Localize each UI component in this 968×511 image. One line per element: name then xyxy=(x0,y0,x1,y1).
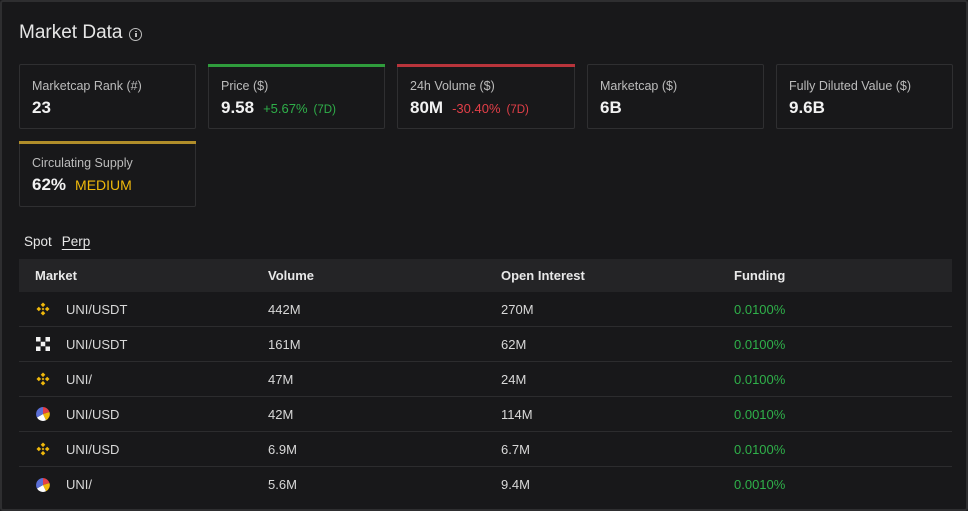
table-row[interactable]: UNI/ 5.6M 9.4M 0.0010% xyxy=(19,467,952,502)
tab-perp[interactable]: Perp xyxy=(61,234,91,249)
stat-card-price: Price ($) 9.58 +5.67% (7D) xyxy=(208,64,385,129)
binance-icon xyxy=(36,302,50,316)
stat-value: 23 xyxy=(32,98,51,118)
stat-value: 9.6B xyxy=(789,98,825,118)
stat-value: 9.58 +5.67% (7D) xyxy=(221,98,336,118)
funding-cell: 0.0100% xyxy=(734,441,786,457)
stat-label: Marketcap ($) xyxy=(600,79,678,93)
stat-label: Price ($) xyxy=(221,79,269,93)
binance-icon xyxy=(36,442,50,456)
open-interest-cell: 270M xyxy=(501,301,534,317)
markets-table: Market Volume Open Interest Funding UNI/… xyxy=(19,259,952,502)
stat-card-fully-diluted-value: Fully Diluted Value ($) 9.6B xyxy=(776,64,953,129)
column-header-open-interest[interactable]: Open Interest xyxy=(501,268,585,283)
volume-cell: 47M xyxy=(268,371,294,387)
okx-icon xyxy=(35,336,51,352)
pie-exchange-icon xyxy=(36,407,50,421)
stat-label: 24h Volume ($) xyxy=(410,79,495,93)
price-accent-bar xyxy=(208,64,385,67)
open-interest-cell: 6.7M xyxy=(501,441,530,457)
binance-icon xyxy=(36,372,50,386)
market-cell: UNI/USDT xyxy=(19,336,252,352)
stat-card-marketcap: Marketcap ($) 6B xyxy=(587,64,764,129)
open-interest-cell: 24M xyxy=(501,371,527,387)
stat-value: 6B xyxy=(600,98,622,118)
market-cell: UNI/USD xyxy=(19,441,252,457)
table-row[interactable]: UNI/USDT 442M 270M 0.0100% xyxy=(19,292,952,327)
stat-value: 62% MEDIUM xyxy=(32,175,132,195)
stat-value: 80M -30.40% (7D) xyxy=(410,98,529,118)
market-pair: UNI/USD xyxy=(66,406,120,422)
supply-level-tag: MEDIUM xyxy=(75,177,132,193)
volume-change-period: (7D) xyxy=(506,104,529,116)
market-pair: UNI/USDT xyxy=(66,336,128,352)
open-interest-cell: 114M xyxy=(501,406,533,422)
stat-value-text: 6B xyxy=(600,98,622,117)
table-row[interactable]: UNI/USD 6.9M 6.7M 0.0100% xyxy=(19,432,952,467)
table-row[interactable]: UNI/ 47M 24M 0.0100% xyxy=(19,362,952,397)
market-cell: UNI/ xyxy=(19,371,252,387)
stat-label: Circulating Supply xyxy=(32,156,133,170)
funding-cell: 0.0100% xyxy=(734,371,786,387)
panel-title: Market Data xyxy=(19,22,143,44)
column-header-market[interactable]: Market xyxy=(35,268,77,283)
info-circle-icon[interactable] xyxy=(129,27,143,41)
stat-card-24h-volume: 24h Volume ($) 80M -30.40% (7D) xyxy=(397,64,575,129)
tab-spot[interactable]: Spot xyxy=(24,234,52,249)
pie-exchange-icon xyxy=(36,477,50,492)
stat-card-marketcap-rank: Marketcap Rank (#) 23 xyxy=(19,64,196,129)
funding-cell: 0.0100% xyxy=(734,301,786,317)
volume-accent-bar xyxy=(397,64,575,67)
volume-cell: 42M xyxy=(268,406,294,422)
open-interest-cell: 62M xyxy=(501,336,527,352)
volume-cell: 6.9M xyxy=(268,441,297,457)
market-type-tabs: Spot Perp xyxy=(24,234,90,249)
market-cell: UNI/ xyxy=(19,477,252,493)
stat-value-text: 9.58 xyxy=(221,98,255,117)
column-header-funding[interactable]: Funding xyxy=(734,268,786,283)
volume-cell: 161M xyxy=(268,336,301,352)
volume-cell: 442M xyxy=(268,301,301,317)
stat-card-circulating-supply: Circulating Supply 62% MEDIUM xyxy=(19,141,196,207)
volume-cell: 5.6M xyxy=(268,477,297,492)
market-pair: UNI/ xyxy=(66,371,92,387)
volume-change: -30.40% xyxy=(452,101,501,116)
column-header-volume[interactable]: Volume xyxy=(268,268,314,283)
market-pair: UNI/USDT xyxy=(66,301,128,317)
stat-value-text: 80M xyxy=(410,98,444,117)
market-cell: UNI/USDT xyxy=(19,301,252,317)
table-header: Market Volume Open Interest Funding xyxy=(19,259,952,292)
market-cell: UNI/USD xyxy=(19,406,252,422)
stat-value-text: 9.6B xyxy=(789,98,825,117)
table-row[interactable]: UNI/USD 42M 114M 0.0010% xyxy=(19,397,952,432)
funding-cell: 0.0010% xyxy=(734,477,786,492)
stat-value-text: 23 xyxy=(32,98,51,117)
stat-label: Fully Diluted Value ($) xyxy=(789,79,912,93)
open-interest-cell: 9.4M xyxy=(501,477,530,492)
market-pair: UNI/ xyxy=(66,477,92,492)
table-row[interactable]: UNI/USDT 161M 62M 0.0100% xyxy=(19,327,952,362)
market-pair: UNI/USD xyxy=(66,441,120,457)
funding-cell: 0.0100% xyxy=(734,336,786,352)
price-change-period: (7D) xyxy=(313,104,336,116)
stat-value-text: 62% xyxy=(32,175,67,194)
panel-title-text: Market Data xyxy=(19,22,123,43)
supply-accent-bar xyxy=(19,141,196,144)
price-change: +5.67% xyxy=(263,101,308,116)
stat-label: Marketcap Rank (#) xyxy=(32,79,142,93)
funding-cell: 0.0010% xyxy=(734,406,786,422)
